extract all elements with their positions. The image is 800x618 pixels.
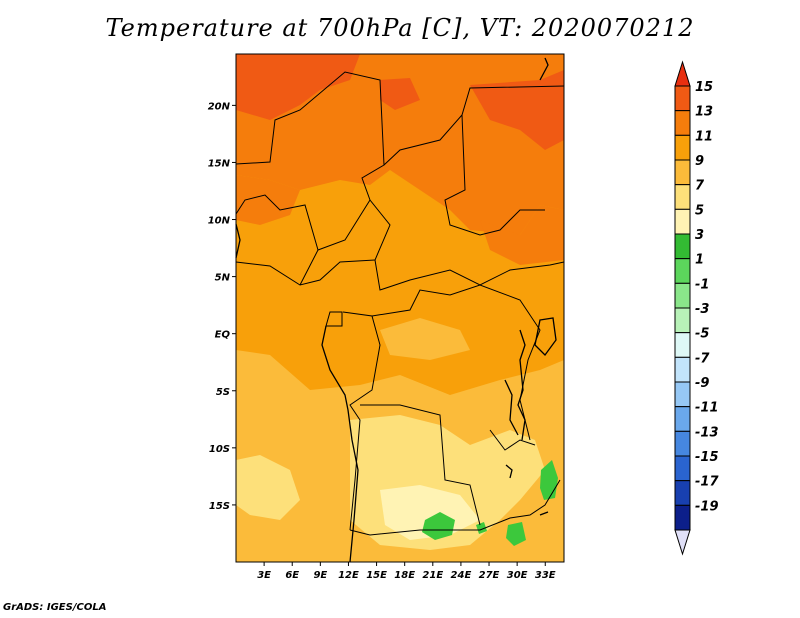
colorbar-swatch <box>674 134 691 161</box>
colorbar-swatch <box>674 85 691 112</box>
field-gt13-ne <box>470 70 564 150</box>
lat-label: 20N <box>208 101 231 112</box>
colorbar-swatch <box>674 184 691 210</box>
field-gt13-center <box>380 78 420 110</box>
lon-label: 21E <box>422 570 443 581</box>
colorbar-label: -9 <box>695 376 709 391</box>
colorbar-swatch <box>674 430 691 457</box>
colorbar-label: 1 <box>695 253 704 268</box>
lon-label: 18E <box>394 570 415 581</box>
coastlines-lakes <box>235 57 557 563</box>
colorbar-label: 3 <box>695 228 704 243</box>
lat-label: 15S <box>209 501 230 512</box>
colorbar-swatch <box>674 504 691 531</box>
field-11-13-east <box>480 205 564 265</box>
lat-label: 5S <box>216 387 230 398</box>
colorbar-label: -7 <box>695 351 710 366</box>
colorbar-swatch <box>674 307 691 334</box>
temperature-field <box>236 54 564 562</box>
colorbar-swatch <box>674 356 691 383</box>
map-frame <box>235 53 565 563</box>
field-3-5 <box>380 485 480 540</box>
colorbar: 15 13 11 9 7 5 3 1 -1 -3 -5 -7 -9 -11 -13 -15 -17 -19 <box>674 60 719 556</box>
country-borders <box>235 71 565 536</box>
colorbar-label: -15 <box>695 450 719 465</box>
colorbar-label: -11 <box>695 401 719 416</box>
colorbar-label: 13 <box>695 105 713 120</box>
colorbar-label: -19 <box>695 499 719 514</box>
lon-label: 3E <box>257 570 271 581</box>
colorbar-label: 9 <box>695 154 704 169</box>
field-1-3-a <box>422 512 455 540</box>
lat-label: 15N <box>208 158 231 169</box>
lon-label: 15E <box>366 570 387 581</box>
colorbar-label: -5 <box>695 327 709 342</box>
lat-label: 5N <box>215 273 231 284</box>
lon-label: 12E <box>338 570 359 581</box>
lon-label: 9E <box>313 570 327 581</box>
colorbar-label: 11 <box>695 129 713 144</box>
colorbar-swatch <box>674 258 691 284</box>
colorbar-swatch <box>674 455 691 482</box>
colorbar-swatch <box>674 110 691 136</box>
colorbar-label: -13 <box>695 425 719 440</box>
colorbar-swatch <box>674 332 691 358</box>
axis-labels: 20N 15N 10N 5N EQ 5S 10S 15S 3E 6E 9E 12E 15E 18E 21E 2… <box>208 101 556 581</box>
colorbar-swatch <box>674 381 691 408</box>
lat-label: 10S <box>209 444 230 455</box>
field-1-3-b <box>506 522 526 546</box>
field-7-9-congo <box>380 318 470 360</box>
lon-label: 33E <box>535 570 556 581</box>
field-11-13-west <box>236 175 300 225</box>
colorbar-swatch <box>674 406 691 432</box>
lon-label: 30E <box>507 570 528 581</box>
colorbar-overflow-low <box>674 529 691 556</box>
colorbar-label: -3 <box>695 302 709 317</box>
colorbar-swatch <box>674 233 691 260</box>
lat-label: 10N <box>208 216 231 227</box>
field-5-7-west <box>236 455 300 520</box>
colorbar-overflow-high <box>674 60 691 87</box>
grads-credit: GrADS: IGES/COLA <box>3 602 107 613</box>
lat-label: EQ <box>215 330 231 341</box>
lon-label: 6E <box>285 570 299 581</box>
colorbar-swatch <box>674 208 691 235</box>
colorbar-label: 15 <box>695 80 713 95</box>
colorbar-label: 7 <box>695 179 705 194</box>
field-gt13-nw <box>236 54 360 120</box>
chart-title: Temperature at 700hPa [C], VT: 202007021… <box>105 14 695 42</box>
colorbar-swatch <box>674 480 691 506</box>
colorbar-swatch <box>674 282 691 309</box>
colorbar-label: -17 <box>695 475 719 490</box>
lon-label: 24E <box>451 570 472 581</box>
colorbar-label: -1 <box>695 277 709 292</box>
lon-label: 27E <box>479 570 500 581</box>
colorbar-label: 5 <box>695 203 704 218</box>
colorbar-swatch <box>674 159 691 186</box>
field-1-3-d <box>476 522 487 534</box>
